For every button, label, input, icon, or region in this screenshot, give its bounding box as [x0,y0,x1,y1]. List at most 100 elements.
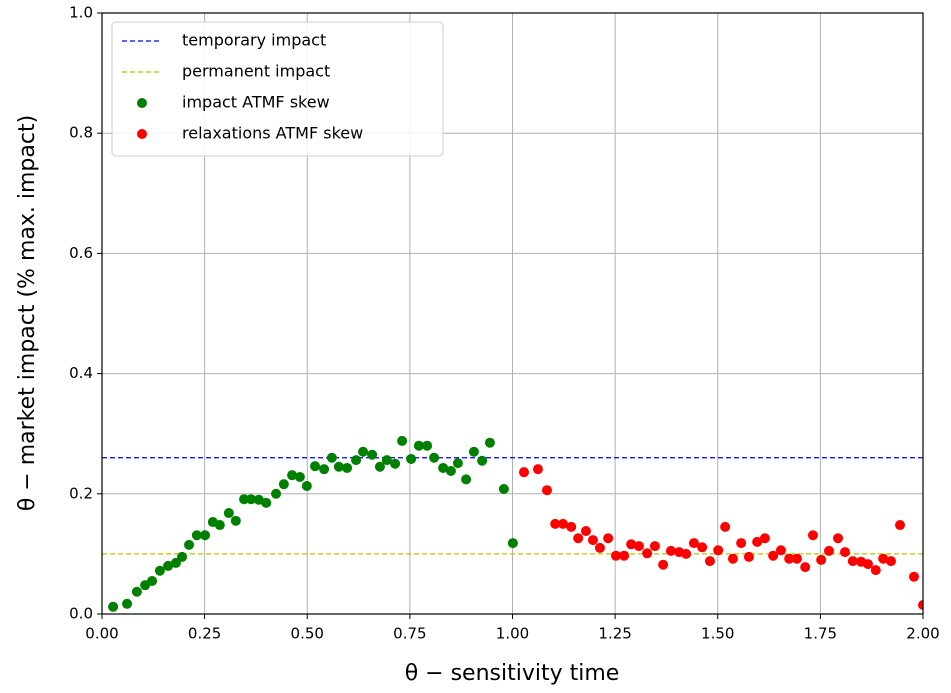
ticks: 0.00 0.25 0.50 0.75 1.00 1.25 1.50 1.75 2.00 0.0 0… [69,4,940,643]
scatter-point [557,518,568,529]
scatter-point [452,458,463,469]
scatter-point [223,508,234,519]
scatter-point [413,440,424,451]
y-tick-label: 0.2 [69,484,93,502]
scatter-point [246,494,257,505]
scatter-point [736,538,747,549]
scatter-point [239,494,250,505]
scatter-point [184,539,195,550]
x-tick-label: 1.00 [496,625,529,643]
x-tick-label: 0.50 [291,625,324,643]
x-tick-label: 0.25 [188,625,221,643]
scatter-point [484,437,495,448]
scatter-point [381,455,392,466]
scatter-point [681,548,692,559]
scatter-point [847,556,858,567]
scatter-point [108,601,119,612]
x-tick-label: 1.25 [598,625,631,643]
scatter-point [816,554,827,565]
scatter-point [580,526,591,537]
scatter-point [301,480,312,491]
scatter-point [397,435,408,446]
scatter-point [823,545,834,556]
scatter-point [658,559,669,570]
scatter-point [200,530,211,541]
y-tick-label: 0.0 [69,605,93,623]
scatter-point [230,515,241,526]
scatter-point [177,551,188,562]
legend-label: permanent impact [182,62,330,81]
scatter-point [406,453,417,464]
scatter-point [918,599,923,610]
scatter-point [768,550,779,561]
scatter-point [840,547,851,558]
scatter-point [278,479,289,490]
legend-swatch [137,98,147,108]
y-tick-label: 0.6 [69,244,93,262]
scatter-point [445,465,456,476]
scatter-point [287,470,298,481]
scatter-point [743,551,754,562]
scatter-point [390,458,401,469]
scatter-point [603,533,614,544]
x-axis-label: θ − sensitivity time [405,661,620,686]
legend-label: temporary impact [182,31,326,50]
scatter-point [294,471,305,482]
scatter-point [477,455,488,466]
scatter-point [154,565,165,576]
scatter-point [727,553,738,564]
scatter-point [367,449,378,460]
scatter-point [642,548,653,559]
scatter-point [191,530,202,541]
scatter-point [550,518,561,529]
scatter-point [319,464,330,475]
scatter-point [775,545,786,556]
scatter-point [870,565,881,576]
y-tick-label: 0.4 [69,364,93,382]
scatter-point [131,586,142,597]
scatter-point [862,559,873,570]
plot-data [102,435,923,612]
scatter-point [214,520,225,531]
legend-label: impact ATMF skew [182,93,330,112]
scatter-point [573,533,584,544]
scatter-point [720,521,731,532]
scatter-point [147,575,158,586]
scatter-point [468,446,479,457]
y-axis-label: θ − market impact (% max. impact) [15,115,40,511]
x-tick-label: 1.75 [804,625,837,643]
scatter-point [342,462,353,473]
scatter-point [429,452,440,463]
scatter-point [895,520,906,531]
scatter-point [498,483,509,494]
legend-label: relaxations ATMF skew [182,124,363,143]
legend: temporary impact permanent impact impact A… [111,21,444,157]
legend-box [111,21,444,157]
x-tick-label: 0.75 [393,625,426,643]
scatter-point [170,557,181,568]
scatter-point [800,562,811,573]
scatter-point [688,538,699,549]
scatter-point [518,467,529,478]
y-tick-label: 1.0 [69,4,93,22]
scatter-point [626,539,637,550]
scatter-point [461,474,472,485]
scatter-point [791,553,802,564]
scatter-point [649,541,660,552]
scatter-point [759,533,770,544]
scatter-point [752,536,763,547]
y-tick-label: 0.8 [69,124,93,142]
scatter-point [665,545,676,556]
scatter-point [807,530,818,541]
scatter-point [163,560,174,571]
scatter-point [532,464,543,475]
scatter-point [333,461,344,472]
scatter-point [351,455,362,466]
scatter-point [697,542,708,553]
scatter-point [422,440,433,451]
scatter-point [878,553,889,564]
x-tick-label: 0.00 [85,625,118,643]
scatter-point [587,535,598,546]
scatter-point [784,553,795,564]
